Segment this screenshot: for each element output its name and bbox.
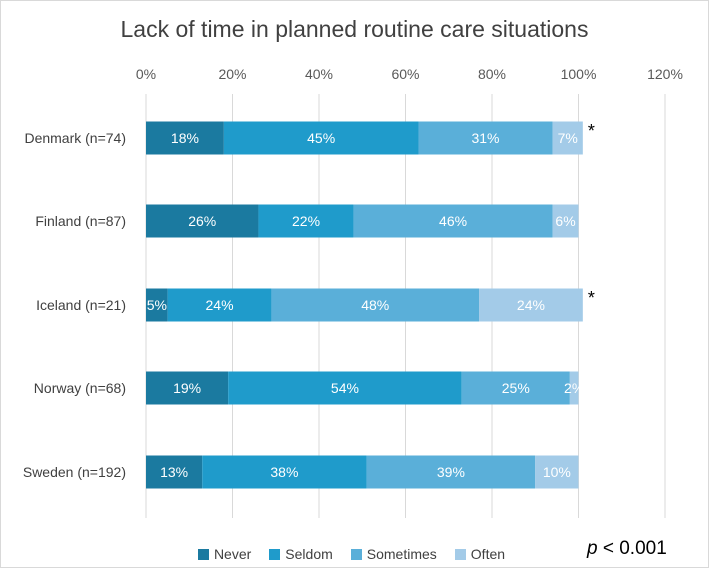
bar-segment-often xyxy=(535,455,579,489)
data-label: 48% xyxy=(361,297,389,313)
legend-item-sometimes: Sometimes xyxy=(350,546,437,562)
legend-item-seldom: Seldom xyxy=(269,546,333,562)
legend-label: Often xyxy=(470,546,506,562)
data-label: 31% xyxy=(471,130,499,146)
chart-title: Lack of time in planned routine care sit… xyxy=(120,16,589,42)
bar-segment-sometimes xyxy=(461,371,570,405)
bar-segment-seldom xyxy=(202,455,367,489)
bar-segment-seldom xyxy=(223,121,419,155)
bar-segment-often xyxy=(552,204,579,238)
data-label: 19% xyxy=(173,380,201,396)
category-label: Denmark (n=74) xyxy=(24,130,126,146)
bar-segment-sometimes xyxy=(418,121,553,155)
data-label: 5% xyxy=(147,297,167,313)
data-label: 13% xyxy=(160,464,188,480)
bar-segment-never xyxy=(146,371,229,405)
legend-label: Sometimes xyxy=(366,546,437,562)
legend-swatch xyxy=(350,548,362,560)
p-value-symbol: p xyxy=(587,538,598,559)
legend-item-never: Never xyxy=(197,546,252,562)
p-value-text: < 0.001 xyxy=(597,538,667,559)
significance-marker: * xyxy=(588,288,595,308)
bar-segment-often xyxy=(569,371,579,405)
legend-label: Seldom xyxy=(285,546,333,562)
data-label: 45% xyxy=(307,130,335,146)
x-tick-label: 0% xyxy=(136,66,156,82)
bar-segment-often xyxy=(552,121,583,155)
category-label: Iceland (n=21) xyxy=(36,297,126,313)
significance-marker: * xyxy=(588,121,595,141)
data-label: 18% xyxy=(171,130,199,146)
bar-segment-never xyxy=(146,288,168,322)
bar-segment-seldom xyxy=(228,371,462,405)
bar-segment-seldom xyxy=(167,288,272,322)
data-label: 46% xyxy=(439,213,467,229)
data-label: 26% xyxy=(188,213,216,229)
bar-segment-sometimes xyxy=(271,288,480,322)
bar-segment-never xyxy=(146,455,203,489)
x-tick-label: 40% xyxy=(305,66,333,82)
bar-segment-never xyxy=(146,204,259,238)
x-tick-label: 80% xyxy=(478,66,506,82)
legend-item-often: Often xyxy=(454,546,506,562)
legend-swatch xyxy=(454,548,466,560)
x-tick-label: 100% xyxy=(561,66,597,82)
x-tick-label: 120% xyxy=(647,66,683,82)
category-label: Norway (n=68) xyxy=(34,380,126,396)
data-label: 24% xyxy=(517,297,545,313)
data-label: 22% xyxy=(292,213,320,229)
data-label: 10% xyxy=(543,464,571,480)
data-label: 24% xyxy=(206,297,234,313)
data-label: 6% xyxy=(555,213,575,229)
legend: Never Seldom Sometimes Often xyxy=(0,546,706,562)
category-label: Sweden (n=192) xyxy=(23,464,126,480)
bar-segment-sometimes xyxy=(366,455,536,489)
data-label: 7% xyxy=(558,130,578,146)
data-label: 39% xyxy=(437,464,465,480)
legend-label: Never xyxy=(213,546,252,562)
legend-swatch xyxy=(269,548,281,560)
legend-swatch xyxy=(197,548,209,560)
bar-segment-sometimes xyxy=(353,204,553,238)
x-tick-label: 60% xyxy=(391,66,419,82)
category-label: Finland (n=87) xyxy=(35,213,126,229)
bar-segment-seldom xyxy=(258,204,354,238)
bar-segment-often xyxy=(479,288,583,322)
p-value-annotation: p < 0.001 xyxy=(587,538,667,560)
data-label: 25% xyxy=(502,380,530,396)
bar-segment-never xyxy=(146,121,224,155)
data-label: 2% xyxy=(564,380,584,396)
x-tick-label: 20% xyxy=(218,66,246,82)
data-label: 38% xyxy=(270,464,298,480)
data-label: 54% xyxy=(331,380,359,396)
